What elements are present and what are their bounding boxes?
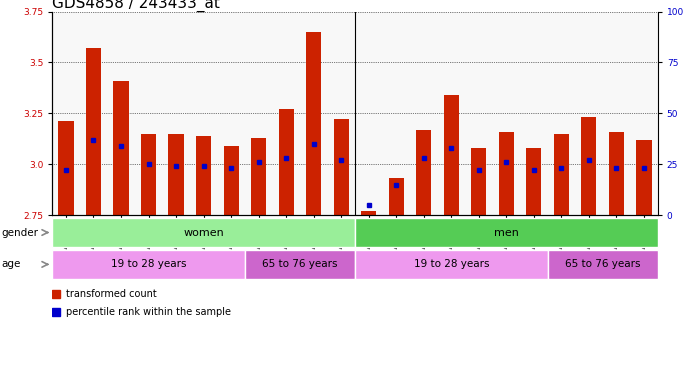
Bar: [416, 129, 432, 215]
Bar: [251, 138, 266, 215]
Bar: [113, 81, 129, 215]
Bar: [355, 218, 658, 247]
Bar: [548, 250, 658, 279]
Text: 19 to 28 years: 19 to 28 years: [413, 259, 489, 270]
Bar: [52, 250, 245, 279]
Text: 65 to 76 years: 65 to 76 years: [262, 259, 338, 270]
Text: women: women: [183, 227, 224, 238]
Bar: [388, 179, 404, 215]
Bar: [554, 134, 569, 215]
Bar: [223, 146, 239, 215]
Bar: [196, 136, 211, 215]
Bar: [306, 32, 322, 215]
Text: transformed count: transformed count: [66, 289, 157, 300]
Bar: [499, 132, 514, 215]
Text: GDS4858 / 243433_at: GDS4858 / 243433_at: [52, 0, 220, 12]
Text: 65 to 76 years: 65 to 76 years: [565, 259, 640, 270]
Bar: [636, 140, 651, 215]
Bar: [141, 134, 156, 215]
Bar: [58, 121, 74, 215]
Text: percentile rank within the sample: percentile rank within the sample: [66, 306, 231, 317]
Bar: [471, 148, 487, 215]
Text: age: age: [1, 259, 21, 270]
Text: 19 to 28 years: 19 to 28 years: [111, 259, 187, 270]
Bar: [245, 250, 355, 279]
Bar: [526, 148, 541, 215]
Bar: [86, 48, 101, 215]
Bar: [168, 134, 184, 215]
Text: men: men: [494, 227, 519, 238]
Bar: [278, 109, 294, 215]
Bar: [609, 132, 624, 215]
Bar: [444, 95, 459, 215]
Text: gender: gender: [1, 227, 38, 238]
Bar: [333, 119, 349, 215]
Bar: [581, 118, 596, 215]
Bar: [355, 250, 548, 279]
Bar: [361, 211, 377, 215]
Bar: [52, 218, 355, 247]
